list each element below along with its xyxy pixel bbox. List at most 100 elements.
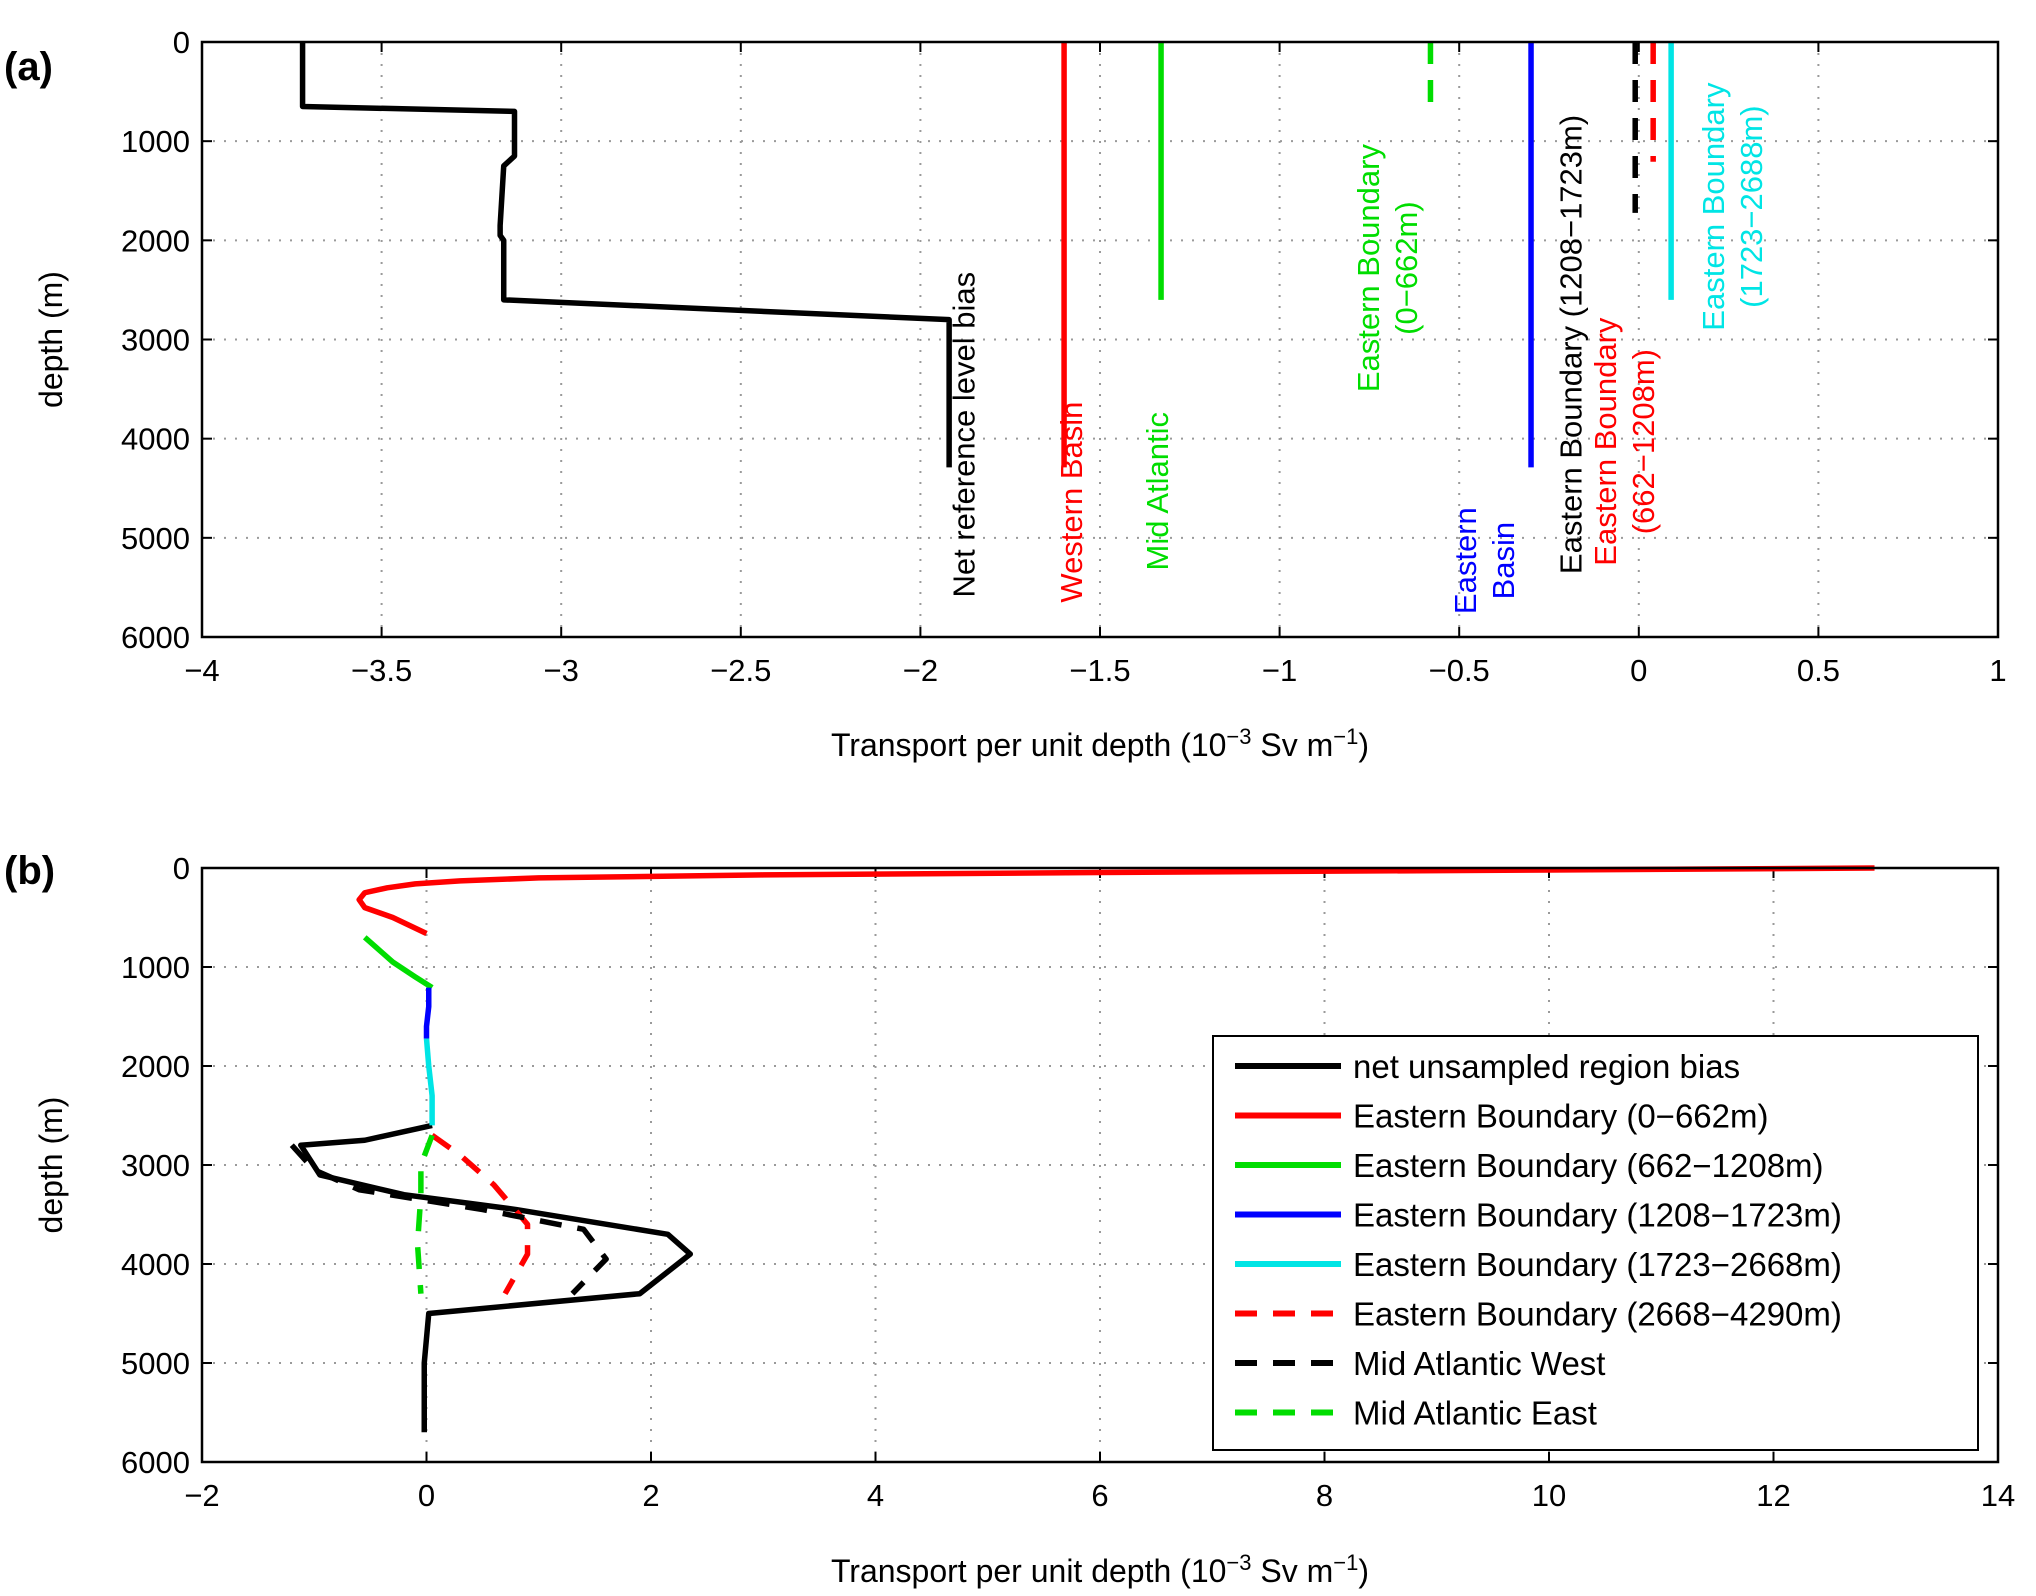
legend-entry-eastern-boundary-1723-2668m: Eastern Boundary (1723−2668m) [1353,1246,1842,1283]
legend-entry-eastern-boundary-1208-1723m: Eastern Boundary (1208−1723m) [1353,1197,1842,1234]
series-lines [299,42,1674,468]
annot-eastern-basin: EasternBasin [1448,507,1521,614]
x-tick-label: −2 [903,653,938,688]
legend-entry-eastern-boundary-0-662m: Eastern Boundary (0−662m) [1353,1098,1768,1135]
y-tick-label: 0 [173,851,190,886]
x-tick-label: 1 [1989,653,2006,688]
annotation-line: Mid Atlantic [1140,412,1175,571]
x-tick-label: −3 [544,653,579,688]
x-axis-label-part: Sv m [1252,727,1334,763]
series-line-mid-atlantic-east [414,1134,435,1294]
ticks: −2 0 2 4 6 8 10 12 14 0 1000 2000 3000 4000 5000 6000 [121,851,2015,1513]
x-tick-label: −3.5 [351,653,412,688]
series-annotations: Net reference level bias Western Basin Mid… [946,82,1769,614]
plot-frame [200,866,2000,1464]
annotation-line: (1723−2688m) [1734,105,1769,308]
x-tick-label: 0 [1630,653,1647,688]
x-tick-label: −2.5 [710,653,771,688]
plot-frame [200,40,2000,639]
annot-eastern-boundary-1208-1723: Eastern Boundary (1208−1723m) [1553,115,1588,574]
annot-eastern-boundary-662-1208: Eastern Boundary(662−1208m) [1588,317,1661,566]
series-lines [289,865,1875,1433]
y-tick-label: 4000 [121,1247,190,1282]
y-tick-label: 5000 [121,521,190,556]
y-tick-label: 4000 [121,422,190,457]
y-tick-label: 5000 [121,1346,190,1381]
y-tick-label: 2000 [121,223,190,258]
annot-eastern-boundary-1723-2688: Eastern Boundary(1723−2688m) [1696,82,1769,331]
y-tick-label: 6000 [121,1445,190,1480]
y-tick-label: 2000 [121,1049,190,1084]
annotation-line: Basin [1486,522,1521,600]
series-line-eastern-boundary-2668-4290m [430,1133,531,1296]
annotation-line: Eastern Boundary [1351,144,1386,393]
x-axis-label-exponent: −3 [1226,1550,1251,1575]
ticks: −4 −3.5 −3 −2.5 −2 −1.5 −1 −0.5 0 0.5 1 0 1000 2000 30… [121,25,2007,688]
panel-label: (b) [4,849,55,893]
annotation-line: (0−662m) [1389,201,1424,335]
x-tick-label: 10 [1532,1478,1566,1513]
series-line-net-reference-level-bias [299,42,952,468]
x-axis-label-exponent: −1 [1333,724,1358,749]
x-tick-label: −1 [1262,653,1297,688]
y-tick-label: 1000 [121,950,190,985]
annotation-line: Eastern Boundary [1696,82,1731,331]
y-axis-label: depth (m) [33,1097,69,1234]
x-tick-label: −0.5 [1429,653,1490,688]
x-axis-label: Transport per unit depth (10−3 Sv m−1) [831,1550,1369,1589]
annotation-line: Western Basin [1054,402,1089,603]
annot-eastern-boundary-0-662: Eastern Boundary(0−662m) [1351,144,1424,393]
x-tick-label: 2 [642,1478,659,1513]
series-line-net-unsampled-region-bias [298,1122,694,1433]
x-tick-label: 8 [1316,1478,1333,1513]
panel-label: (a) [4,45,53,89]
annotation-line: Eastern Boundary (1208−1723m) [1553,115,1588,574]
y-axis-label: depth (m) [33,271,69,408]
annotation-line: Eastern [1448,507,1483,614]
x-axis-label-exponent: −1 [1333,1550,1358,1575]
x-axis-label-exponent: −3 [1226,724,1251,749]
y-tick-label: 3000 [121,1148,190,1183]
x-tick-label: 14 [1981,1478,2015,1513]
annot-mid-atlantic: Mid Atlantic [1140,412,1175,571]
legend-entry-mid-atlantic-east: Mid Atlantic East [1353,1395,1597,1432]
x-axis-label-part: ) [1358,1553,1369,1589]
legend-entry-mid-atlantic-west: Mid Atlantic West [1353,1345,1605,1382]
legend-box [1212,1035,1979,1451]
annot-net-reference: Net reference level bias [946,272,981,598]
series-line-mid-atlantic-west [289,1143,609,1296]
x-tick-label: 0 [418,1478,435,1513]
x-tick-label: −4 [184,653,219,688]
series-line-eastern-boundary-662-1208m [362,935,434,990]
x-axis-label-part: ) [1358,727,1369,763]
legend-entry-net-unsampled-region-bias: net unsampled region bias [1353,1048,1740,1085]
x-axis-label: Transport per unit depth (10−3 Sv m−1) [831,724,1369,763]
y-tick-label: 0 [173,25,190,60]
x-axis-label-part: Transport per unit depth (10 [831,727,1226,763]
x-tick-label: −2 [184,1478,219,1513]
series-line-eastern-boundary-1723-2668m [423,1038,435,1126]
x-tick-label: 12 [1756,1478,1790,1513]
x-axis-label-part: Sv m [1252,1553,1334,1589]
annotation-line: (662−1208m) [1626,349,1661,534]
y-tick-label: 1000 [121,124,190,159]
x-tick-label: −1.5 [1069,653,1130,688]
x-axis-label-part: Transport per unit depth (10 [831,1553,1226,1589]
legend-entry-eastern-boundary-2668-4290m: Eastern Boundary (2668−4290m) [1353,1296,1842,1333]
legend: net unsampled region bias Eastern Boundar… [1212,1035,1979,1451]
x-tick-label: 6 [1091,1478,1108,1513]
x-tick-label: 4 [867,1478,884,1513]
grid-lines [202,42,1998,637]
series-line-eastern-boundary-1208-1723m [423,987,432,1039]
panel-b: (b) −2 0 2 4 6 8 10 12 14 0 1000 2000 3000 4000 5000 600… [4,849,2015,1589]
annotation-line: Eastern Boundary [1588,317,1623,566]
x-tick-label: 0.5 [1797,653,1840,688]
y-tick-label: 3000 [121,323,190,358]
annot-western-basin: Western Basin [1054,402,1089,603]
y-tick-label: 6000 [121,620,190,655]
legend-entry-eastern-boundary-662-1208m: Eastern Boundary (662−1208m) [1353,1147,1824,1184]
annotation-line: Net reference level bias [946,272,981,598]
panel-a: (a) −4 −3.5 −3 −2.5 −2 −1.5 −1 −0.5 0 0.5 1 0 1000 200… [4,25,2007,763]
series-line-eastern-boundary-0-662m [356,865,1875,937]
